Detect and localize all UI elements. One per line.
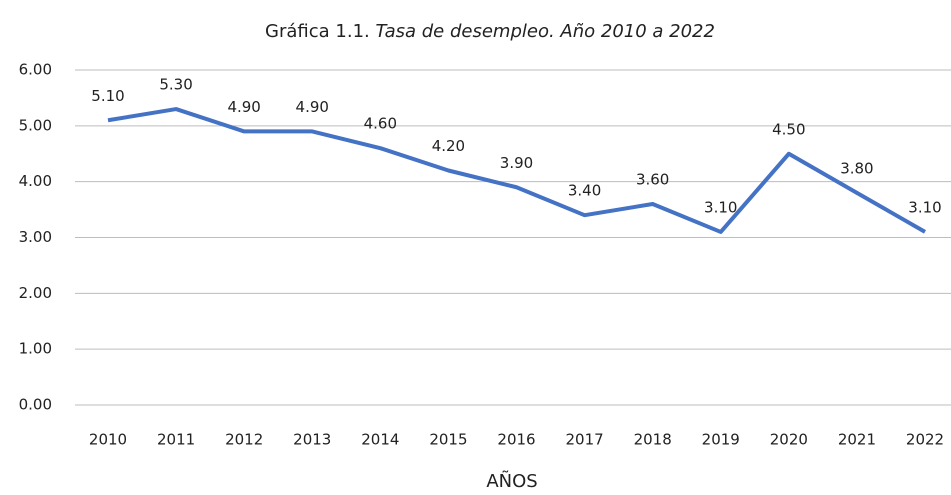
data-label: 4.90 — [296, 98, 329, 116]
x-tick-label: 2019 — [702, 431, 740, 449]
data-label: 4.90 — [227, 98, 260, 116]
x-tick-label: 2021 — [838, 431, 876, 449]
x-tick-label: 2010 — [89, 431, 127, 449]
title-text: Tasa de desempleo. Año 2010 a 2022 — [375, 21, 714, 42]
x-tick-label: 2013 — [293, 431, 331, 449]
x-tick-label: 2018 — [634, 431, 672, 449]
y-tick-label: 4.00 — [19, 172, 52, 190]
y-tick-label: 2.00 — [19, 284, 52, 302]
x-tick-label: 2022 — [906, 431, 944, 449]
x-tick-label: 2015 — [429, 431, 467, 449]
data-label: 3.60 — [636, 171, 669, 189]
data-label: 5.10 — [91, 87, 124, 105]
x-tick-label: 2014 — [361, 431, 399, 449]
data-label: 3.80 — [840, 159, 873, 177]
data-line — [107, 107, 926, 234]
chart-title: Gráfica 1.1. Tasa de desempleo. Año 2010… — [265, 21, 715, 42]
data-label: 3.10 — [704, 198, 737, 216]
x-axis-label: AÑOS — [486, 470, 537, 492]
x-tick-label: 2020 — [770, 431, 808, 449]
data-label: 5.30 — [159, 76, 192, 94]
data-label: 4.50 — [772, 120, 805, 138]
y-tick-label: 6.00 — [19, 61, 52, 79]
y-tick-label: 0.00 — [19, 396, 52, 414]
data-label: 4.60 — [364, 115, 397, 133]
y-tick-label: 1.00 — [19, 340, 52, 358]
x-tick-label: 2011 — [157, 431, 195, 449]
x-tick-label: 2017 — [565, 431, 603, 449]
x-tick-label: 2016 — [497, 431, 535, 449]
data-label: 3.10 — [908, 198, 941, 216]
y-tick-label: 3.00 — [19, 228, 52, 246]
data-label: 3.40 — [568, 182, 601, 200]
title-prefix: Gráfica 1.1. — [265, 21, 370, 42]
x-tick-label: 2012 — [225, 431, 263, 449]
y-tick-label: 5.00 — [19, 116, 52, 134]
data-label: 4.20 — [432, 137, 465, 155]
data-label: 3.90 — [500, 154, 533, 172]
